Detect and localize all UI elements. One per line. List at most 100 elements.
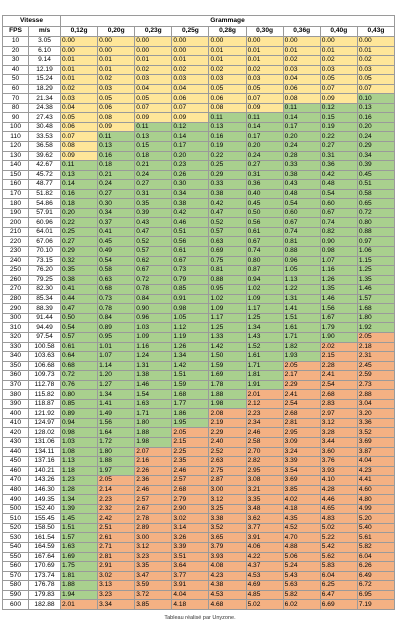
energy-cell: 0.03 bbox=[134, 74, 173, 85]
table-row: 290 88.39 0.47 0.78 0.90 0.98 1.09 1.17 1.41 1.56… bbox=[2, 303, 396, 314]
energy-cell: 1.45 bbox=[60, 513, 99, 524]
speed-cell: 200 bbox=[2, 217, 29, 228]
energy-cell: 0.98 bbox=[319, 246, 358, 257]
energy-cell: 0.00 bbox=[60, 45, 99, 57]
energy-cell: 0.48 bbox=[319, 179, 358, 190]
energy-cell: 0.30 bbox=[97, 198, 136, 209]
energy-cell: 0.00 bbox=[208, 36, 247, 47]
energy-cell: 5.42 bbox=[319, 542, 358, 553]
energy-cell: 0.29 bbox=[60, 246, 99, 257]
speed-cell: 540 bbox=[2, 542, 29, 553]
energy-cell: 4.70 bbox=[282, 532, 321, 543]
energy-cell: 1.94 bbox=[60, 589, 99, 601]
energy-cell: 4.08 bbox=[208, 561, 247, 572]
energy-cell: 1.59 bbox=[171, 379, 210, 391]
energy-cell: 0.11 bbox=[134, 121, 173, 133]
energy-cell: 0.01 bbox=[319, 45, 358, 57]
energy-cell: 3.04 bbox=[356, 398, 396, 410]
energy-cell: 0.22 bbox=[319, 131, 358, 142]
energy-cell: 2.68 bbox=[171, 484, 210, 496]
energy-cell: 1.63 bbox=[134, 398, 173, 410]
energy-cell: 0.43 bbox=[134, 217, 173, 228]
energy-cell: 1.03 bbox=[134, 322, 173, 333]
table-row: 240 73.15 0.32 0.54 0.62 0.67 0.75 0.80 0.96 1.07… bbox=[2, 255, 396, 267]
speed-cell: 260 bbox=[2, 274, 29, 286]
energy-cell: 0.20 bbox=[171, 150, 210, 162]
energy-cell: 3.44 bbox=[319, 436, 358, 448]
speed-cell: 51.82 bbox=[27, 188, 62, 200]
energy-cell: 0.80 bbox=[60, 389, 99, 400]
energy-cell: 6.26 bbox=[356, 561, 396, 572]
energy-cell: 5.24 bbox=[282, 561, 321, 572]
energy-cell: 0.85 bbox=[171, 284, 210, 295]
speed-cell: 240 bbox=[2, 255, 29, 267]
energy-cell: 0.17 bbox=[171, 141, 210, 152]
energy-cell: 0.27 bbox=[97, 188, 136, 200]
energy-cell: 0.62 bbox=[134, 255, 173, 267]
table-row: 10 3.05 0.00 0.00 0.00 0.00 0.00 0.00 0.00 0.00 0.… bbox=[2, 36, 396, 47]
energy-cell: 3.14 bbox=[171, 522, 210, 534]
energy-cell: 3.77 bbox=[245, 522, 284, 534]
speed-cell: 18.29 bbox=[27, 83, 62, 95]
table-row: 130 39.62 0.09 0.16 0.18 0.20 0.22 0.24 0.28 0.31… bbox=[2, 150, 396, 162]
energy-cell: 2.52 bbox=[208, 446, 247, 458]
energy-cell: 2.31 bbox=[356, 351, 396, 362]
energy-cell: 1.01 bbox=[97, 341, 136, 353]
energy-cell: 4.99 bbox=[356, 503, 396, 515]
speed-cell: 24.38 bbox=[27, 102, 62, 114]
energy-cell: 3.13 bbox=[97, 580, 136, 591]
table-row: 50 15.24 0.01 0.02 0.03 0.03 0.03 0.03 0.04 0.05 0… bbox=[2, 74, 396, 85]
energy-cell: 3.51 bbox=[171, 551, 210, 563]
energy-cell: 0.20 bbox=[60, 207, 99, 219]
energy-cell: 4.35 bbox=[282, 513, 321, 524]
energy-cell: 1.03 bbox=[60, 436, 99, 448]
speed-cell: 390 bbox=[2, 398, 29, 410]
energy-cell: 0.47 bbox=[208, 207, 247, 219]
energy-cell: 0.73 bbox=[171, 265, 210, 276]
energy-cell: 2.68 bbox=[319, 389, 358, 400]
energy-cell: 1.35 bbox=[319, 284, 358, 295]
energy-cell: 0.13 bbox=[208, 121, 247, 133]
energy-cell: 0.25 bbox=[208, 160, 247, 171]
energy-cell: 2.87 bbox=[208, 475, 247, 486]
speed-cell: 170.69 bbox=[27, 561, 62, 572]
energy-cell: 1.82 bbox=[282, 341, 321, 353]
energy-cell: 0.91 bbox=[171, 293, 210, 305]
energy-cell: 2.40 bbox=[208, 436, 247, 448]
table-row: 480 146.30 1.28 2.14 2.46 2.68 3.00 3.21 3.85 4.2… bbox=[2, 484, 396, 496]
energy-cell: 4.23 bbox=[356, 465, 396, 477]
table-row: 80 24.38 0.04 0.06 0.07 0.07 0.08 0.09 0.11 0.12 0… bbox=[2, 102, 396, 114]
speed-cell: 120 bbox=[2, 141, 29, 152]
energy-cell: 6.49 bbox=[356, 570, 396, 582]
energy-cell: 0.47 bbox=[60, 303, 99, 314]
energy-cell: 7.19 bbox=[356, 599, 396, 610]
energy-cell: 0.07 bbox=[171, 102, 210, 114]
energy-cell: 3.02 bbox=[171, 513, 210, 524]
energy-cell: 2.89 bbox=[134, 522, 173, 534]
energy-cell: 4.18 bbox=[171, 599, 210, 610]
speed-cell: 106.68 bbox=[27, 360, 62, 372]
energy-cell: 5.61 bbox=[356, 532, 396, 543]
energy-cell: 0.74 bbox=[319, 217, 358, 228]
speed-cell: 140 bbox=[2, 160, 29, 171]
speed-cell: 40 bbox=[2, 64, 29, 76]
energy-cell: 1.34 bbox=[60, 494, 99, 505]
energy-cell: 3.77 bbox=[171, 570, 210, 582]
speed-cell: 150 bbox=[2, 169, 29, 181]
speed-cell: 210 bbox=[2, 226, 29, 238]
energy-cell: 0.22 bbox=[60, 217, 99, 228]
energy-cell: 1.28 bbox=[60, 484, 99, 496]
energy-cell: 5.62 bbox=[319, 551, 358, 563]
energy-cell: 1.38 bbox=[134, 370, 173, 381]
energy-cell: 2.05 bbox=[282, 360, 321, 372]
energy-cell: 1.63 bbox=[60, 542, 99, 553]
energy-cell: 1.51 bbox=[171, 370, 210, 381]
energy-cell: 1.71 bbox=[245, 360, 284, 372]
energy-cell: 1.24 bbox=[134, 351, 173, 362]
energy-cell: 0.15 bbox=[319, 112, 358, 123]
energy-cell: 3.59 bbox=[134, 580, 173, 591]
energy-cell: 0.72 bbox=[134, 274, 173, 286]
energy-cell: 0.89 bbox=[60, 408, 99, 419]
table-row: 320 97.54 0.57 0.95 1.09 1.19 1.33 1.43 1.71 1.90… bbox=[2, 331, 396, 343]
energy-cell: 2.90 bbox=[171, 503, 210, 515]
